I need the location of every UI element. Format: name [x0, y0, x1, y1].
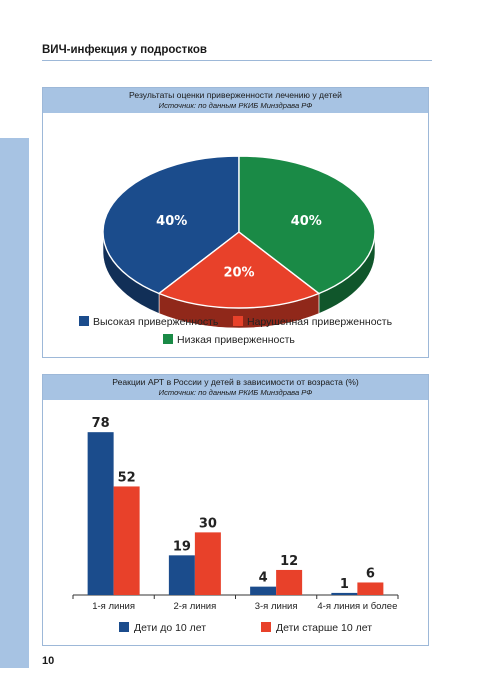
bar-value-label-s0-1: 19: [173, 539, 191, 554]
pie-panel-header: Результаты оценки приверженности лечению…: [43, 88, 428, 113]
x-tick-label-0: 1-я линия: [92, 601, 135, 612]
bar-legend-swatch-1: [261, 622, 271, 632]
legend-label-0: Высокая приверженность: [93, 316, 219, 328]
pie-slice-1: [157, 231, 321, 309]
bar-s0-1: [168, 555, 195, 595]
legend-label-1: Нарушенная приверженность: [247, 316, 393, 328]
bar-s1-0: [113, 486, 140, 595]
x-tick-label-1: 2-я линия: [173, 601, 216, 612]
bar-value-label-s0-2: 4: [259, 571, 268, 586]
pie-slice-2: [238, 155, 376, 295]
side-color-strip: [0, 138, 29, 668]
bar-s0-3: [331, 592, 358, 595]
pie-chart-panel: Результаты оценки приверженности лечению…: [42, 87, 429, 358]
pie-chart: 40% 20% 40% Высокая приверженность Нарушенна…: [79, 155, 393, 346]
x-tick-label-3: 4-я линия и более: [317, 601, 397, 612]
x-tick-label-2: 3-я линия: [255, 601, 298, 612]
bar-s1-2: [276, 569, 303, 595]
pie-data-label-1: 20%: [223, 266, 254, 281]
bar-chart-panel: Реакции АРТ в России у детей в зависимос…: [42, 374, 429, 646]
legend-swatch-2: [163, 334, 173, 344]
pie-data-label-0: 40%: [156, 214, 187, 229]
pie-slice-0: [102, 155, 240, 295]
bar-value-label-s0-0: 78: [92, 416, 110, 431]
bar-value-label-s1-1: 30: [199, 516, 217, 531]
page-header-title: ВИЧ-инфекция у подростков: [42, 44, 207, 56]
bar-panel-source: Источник: по данным РКИБ Минздрава РФ: [158, 388, 313, 397]
page-number: 10: [42, 655, 55, 667]
legend-swatch-0: [79, 316, 89, 326]
bar-value-label-s1-2: 12: [280, 554, 298, 569]
header-divider: [42, 60, 432, 61]
pie-panel-source: Источник: по данным РКИБ Минздрава РФ: [158, 101, 313, 110]
bar-value-label-s0-3: 1: [340, 577, 349, 592]
bar-panel-title: Реакции АРТ в России у детей в зависимос…: [112, 377, 359, 387]
bar-legend-label-1: Дети старше 10 лет: [276, 622, 372, 634]
bar-legend-swatch-0: [119, 622, 129, 632]
bar-legend-label-0: Дети до 10 лет: [134, 622, 206, 634]
bar-s1-3: [357, 582, 384, 595]
bar-panel-header: Реакции АРТ в России у детей в зависимос…: [43, 375, 428, 400]
bar-value-label-s1-0: 52: [118, 470, 136, 485]
bar-s1-1: [194, 532, 221, 595]
bar-chart: 78 52 1-я линия 19 30 2-я линия 4 12 3-я линия 1 6…: [72, 416, 399, 634]
legend-swatch-1: [233, 316, 243, 326]
bar-s0-2: [250, 586, 277, 595]
bar-value-label-s1-3: 6: [366, 566, 375, 581]
pie-data-label-2: 40%: [291, 214, 322, 229]
legend-label-2: Низкая приверженность: [177, 334, 295, 346]
bar-s0-0: [87, 432, 114, 595]
pie-panel-title: Результаты оценки приверженности лечению…: [129, 90, 342, 100]
